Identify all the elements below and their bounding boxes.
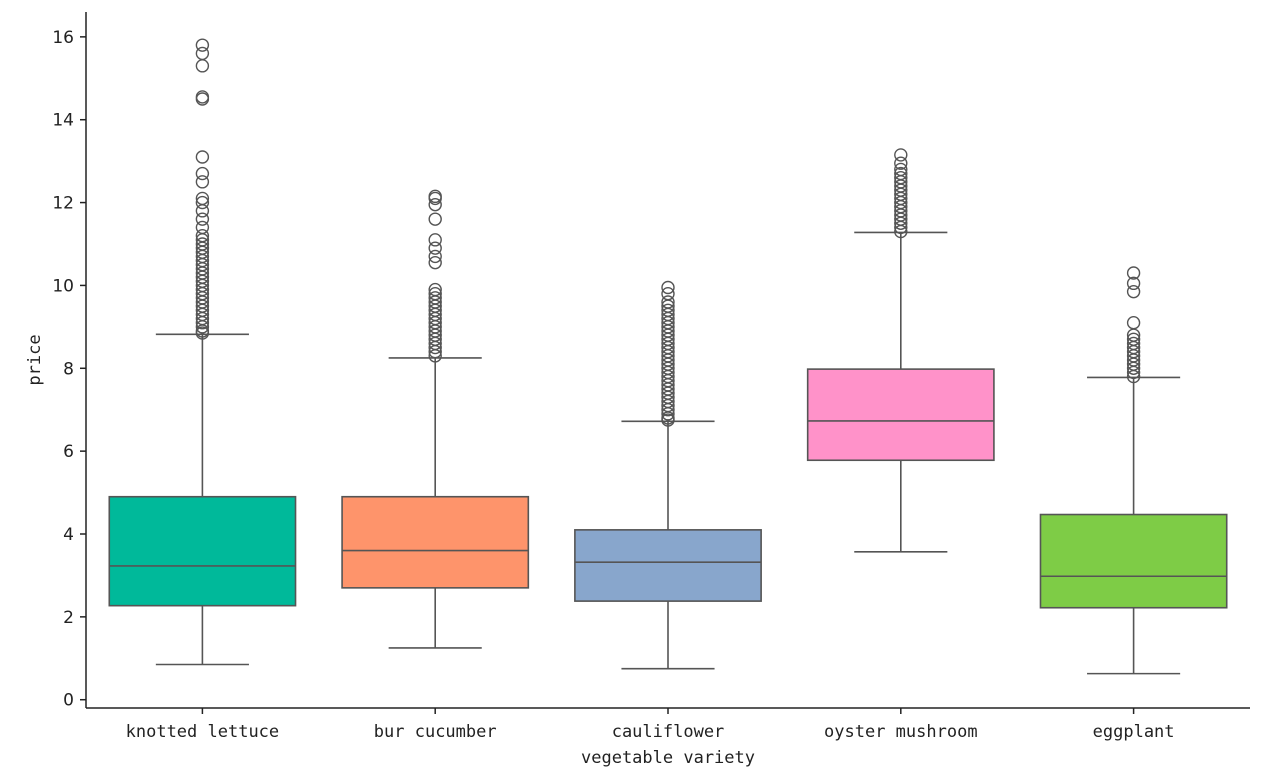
outlier-point <box>195 220 210 235</box>
outlier-point <box>428 255 442 270</box>
outlier-point <box>195 229 210 243</box>
y-axis-ticks: 0 2 4 6 8 10 12 14 16 <box>52 28 86 711</box>
outlier-point <box>195 166 210 181</box>
box-group <box>806 148 995 553</box>
outlier-point <box>195 175 210 189</box>
outlier-point <box>195 90 210 104</box>
outlier-point <box>428 249 442 264</box>
x-tick-label: bur cucumber <box>374 722 497 742</box>
outlier-point <box>894 162 908 177</box>
outlier-point <box>195 150 210 164</box>
box-group <box>574 280 762 670</box>
outlier-point <box>661 287 675 301</box>
box-iqr <box>1039 513 1228 609</box>
x-axis-title: vegetable variety <box>581 748 755 768</box>
box-group <box>1039 266 1228 675</box>
outlier-point <box>1126 336 1141 351</box>
box-group <box>108 38 297 666</box>
outlier-point <box>894 156 908 170</box>
box-iqr <box>574 529 762 602</box>
y-tick-label: 2 <box>63 608 74 628</box>
x-tick-label: knotted lettuce <box>126 722 280 742</box>
axes: 0 2 4 6 8 10 12 14 16 knotted lettuce bur cucumbe… <box>52 12 1250 742</box>
outlier-point <box>661 295 675 309</box>
outlier-point <box>195 212 210 226</box>
outlier-point <box>661 303 675 317</box>
x-tick-label: cauliflower <box>612 722 725 742</box>
y-tick-label: 8 <box>63 359 74 379</box>
outlier-point <box>195 46 210 61</box>
plot-area <box>108 38 1228 675</box>
outlier-point <box>428 291 442 305</box>
outlier-point <box>894 148 908 162</box>
y-tick-label: 6 <box>63 442 74 462</box>
outlier-point <box>1126 276 1141 291</box>
outlier-point <box>428 233 442 247</box>
outlier-point <box>428 241 442 255</box>
x-tick-label: oyster mushroom <box>824 722 978 742</box>
outlier-point <box>1126 284 1141 299</box>
y-tick-label: 0 <box>63 691 74 711</box>
x-axis-ticks: knotted lettuce bur cucumber cauliflower oy… <box>126 708 1175 742</box>
outlier-point <box>195 59 210 73</box>
y-tick-label: 16 <box>52 28 74 48</box>
outlier-point <box>894 166 908 181</box>
outlier-point <box>195 191 210 206</box>
outlier-point <box>661 280 675 295</box>
box-group <box>341 189 530 649</box>
outlier-point <box>1126 316 1141 330</box>
x-tick-label: eggplant <box>1093 722 1175 742</box>
outlier-point <box>195 237 210 251</box>
box-iqr <box>806 368 995 462</box>
outlier-point <box>195 38 210 52</box>
box-iqr <box>108 495 297 607</box>
outlier-point <box>195 195 210 210</box>
y-tick-label: 12 <box>52 194 74 214</box>
y-tick-label: 14 <box>52 111 74 131</box>
y-axis-title: price <box>25 334 45 385</box>
outlier-point <box>1126 332 1141 346</box>
outlier-point <box>1126 266 1141 280</box>
y-tick-label: 4 <box>63 525 74 545</box>
y-tick-label: 10 <box>52 276 74 296</box>
outlier-point <box>428 282 442 297</box>
box-iqr <box>341 495 530 589</box>
outlier-point <box>894 171 908 185</box>
outlier-point <box>428 189 442 204</box>
outlier-point <box>428 287 442 301</box>
outlier-point <box>428 212 442 226</box>
outlier-point <box>428 197 442 212</box>
